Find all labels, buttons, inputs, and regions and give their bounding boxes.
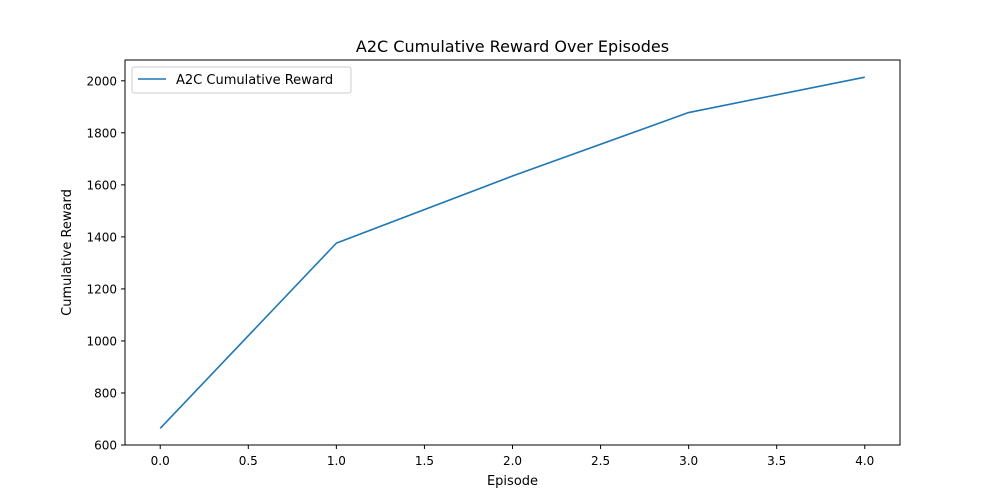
x-axis: 0.0 0.5 1.0 1.5 2.0 2.5 3.0 3.5 4.0 (151, 445, 874, 468)
chart-title: A2C Cumulative Reward Over Episodes (356, 37, 669, 56)
y-tick-label: 1000 (86, 334, 117, 348)
x-tick-label: 2.0 (503, 454, 522, 468)
y-axis: 600 800 1000 1200 1400 1600 1800 2000 (86, 74, 125, 453)
series-line (159, 76, 865, 429)
y-axis-label: Cumulative Reward (60, 189, 75, 316)
x-tick-label: 4.0 (855, 454, 874, 468)
x-tick-label: 3.5 (767, 454, 786, 468)
legend-label: A2C Cumulative Reward (176, 73, 333, 88)
y-tick-label: 2000 (86, 74, 117, 88)
plot-frame (124, 59, 901, 446)
legend: A2C Cumulative Reward (131, 66, 352, 94)
y-tick-label: 800 (94, 386, 117, 400)
y-tick-label: 600 (94, 439, 117, 453)
y-tick-label: 1600 (86, 178, 117, 192)
x-tick-label: 1.5 (415, 454, 434, 468)
y-tick-label: 1400 (86, 230, 117, 244)
y-tick-label: 1800 (86, 126, 117, 140)
x-tick-label: 0.0 (151, 454, 170, 468)
y-tick-label: 1200 (86, 282, 117, 296)
x-tick-label: 3.0 (679, 454, 698, 468)
x-tick-label: 2.5 (591, 454, 610, 468)
x-tick-label: 1.0 (327, 454, 346, 468)
legend-box (131, 66, 352, 94)
x-tick-label: 0.5 (239, 454, 258, 468)
plot-area (159, 76, 865, 429)
x-axis-label: Episode (487, 474, 538, 489)
